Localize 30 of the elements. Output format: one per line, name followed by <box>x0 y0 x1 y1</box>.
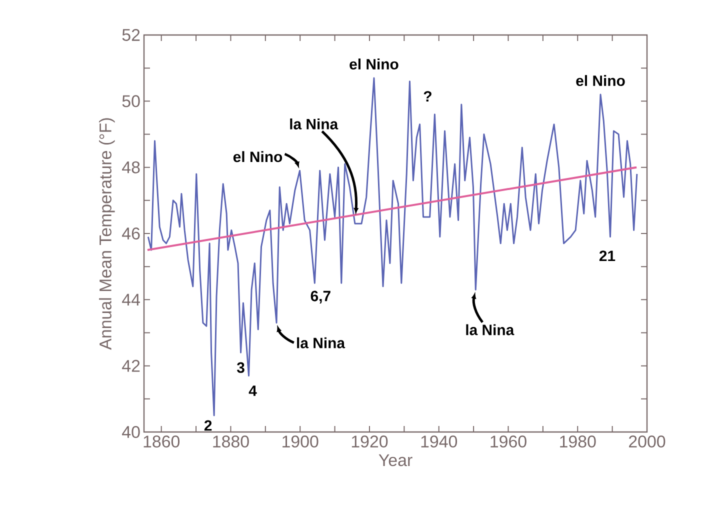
annotation: 21 <box>599 250 616 262</box>
annotation: 4 <box>248 386 257 396</box>
y-tick-label: 48 <box>122 161 140 174</box>
y-tick-label: 50 <box>122 95 140 108</box>
x-tick-label: 1940 <box>421 436 458 448</box>
y-tick-label: 40 <box>122 426 140 438</box>
annotation: la Nina <box>290 118 338 130</box>
annotation: ? <box>424 91 432 102</box>
annotation: el Nino <box>233 151 282 162</box>
annotation: la Nina <box>297 337 346 348</box>
y-axis-title: Annual Mean Temperature (°F) <box>99 118 115 350</box>
x-tick-label: 2000 <box>629 436 666 448</box>
x-tick-label: 1900 <box>282 436 318 448</box>
x-tick-label: 1880 <box>213 436 249 448</box>
annotation: 3 <box>236 362 244 373</box>
x-tick-label: 1980 <box>560 436 596 448</box>
annotation: la Nina <box>466 324 514 336</box>
x-tick-label: 1860 <box>144 436 180 448</box>
annotation: el Nino <box>350 58 398 70</box>
y-tick-label: 52 <box>122 29 140 41</box>
y-tick-label: 46 <box>122 228 140 240</box>
annotation: 2 <box>204 420 212 431</box>
y-tick-label: 44 <box>122 294 140 306</box>
x-axis-title: Year <box>378 454 412 466</box>
x-tick-label: 1920 <box>352 436 388 448</box>
y-tick-label: 42 <box>122 360 140 372</box>
line-series <box>147 77 638 416</box>
annotation: 6,7 <box>310 290 330 304</box>
annotation: el Nino <box>576 75 625 86</box>
x-tick-label: 1960 <box>490 436 526 448</box>
